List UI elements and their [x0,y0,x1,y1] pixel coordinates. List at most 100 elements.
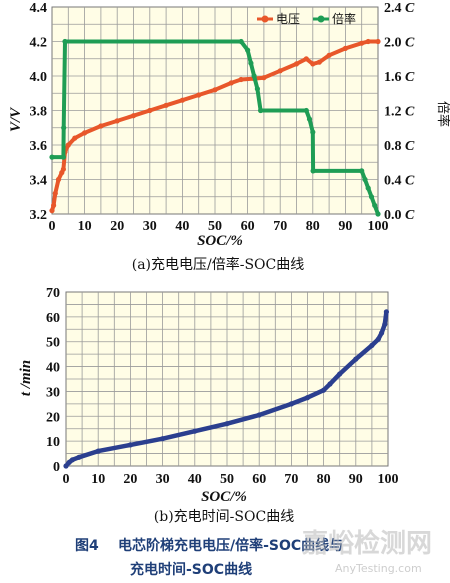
chart-b-x-tick-label: 40 [188,472,202,487]
chart-a-y-tick-label-left: 3.6 [30,139,48,154]
chart-b-y-tick-label: 70 [46,286,60,301]
chart-a-y-tick-label-right: 0.8 C [384,139,415,154]
chart-a-y-tick-label-left: 3.4 [30,174,48,189]
chart-a-point-voltage [52,190,58,196]
chart-b-x-tick-label: 80 [317,472,331,487]
chart-a-point-voltage [375,38,381,45]
chart-a-legend-label: 倍率 [332,11,356,26]
chart-a-point-voltage [114,118,120,124]
chart-b-x-label: SOC/% [201,489,247,505]
chart-a-y-tick-label-right: 0.0 C [384,208,415,223]
chart-b-y-tick-label: 50 [46,336,60,351]
chart-b-point-time [127,442,133,448]
chart-b-point-time [256,412,262,418]
chart-a-point-rate [365,185,371,191]
chart-b-x-tick-label: 10 [91,472,105,487]
chart-b-x-tick-label: 20 [123,472,137,487]
chart-b: 0 10 20 30 40 50 60 70 80 90 100 0 10 20 30 40 50 60 70 t … [18,286,399,525]
chart-a-point-voltage [130,113,137,119]
chart-a-point-voltage [72,135,78,141]
chart-a-point-voltage [228,80,234,86]
chart-a-y-tick-label-left: 4.0 [30,70,48,85]
chart-a-y-label-right: 倍率 [435,101,450,127]
chart-a-x-tick-label: 0 [49,219,56,234]
chart-a-point-rate [359,168,365,174]
chart-a-point-voltage [238,76,244,83]
chart-a-point-rate [368,194,375,200]
figure-caption: 图4 电芯阶梯充电电压/倍率-SOC曲线与 充电时间-SOC曲线 [75,537,343,578]
chart-a-point-voltage [365,38,371,45]
chart-a-legend-marker [317,15,325,23]
chart-a-y-tick-label-right: 1.6 C [384,70,415,85]
chart-a-x-label: SOC/% [197,233,243,249]
chart-a-x-tick-label: 40 [175,219,189,234]
chart-b-x-tick-label: 30 [156,472,170,487]
chart-a-point-voltage [310,61,316,67]
chart-a-x-tick-label: 20 [110,219,124,234]
chart-b-point-time [353,356,359,362]
chart-a-point-rate [61,125,67,131]
chart-a-point-rate [238,38,244,45]
chart-a-y-tick-label-left: 3.2 [30,208,48,223]
chart-b-point-time [304,395,311,401]
chart-a-y-tick-label-right: 2.4 C [384,1,415,16]
chart-a-point-rate [310,168,316,174]
chart-a-point-rate [62,38,68,45]
chart-a-point-rate [303,107,309,114]
chart-a-point-rate [362,176,368,183]
figure-title-line-2: 充电时间-SOC曲线 [130,561,252,578]
figure-title-line-1: 电芯阶梯充电电压/倍率-SOC曲线与 [118,537,343,554]
chart-a-point-voltage [212,87,218,93]
chart-b-ticks: 0 10 20 30 40 50 60 70 80 90 100 0 10 20 30 40 50 60 70 [46,286,399,487]
watermark: 嘉峪检测网 AnyTesting.com [302,528,432,575]
chart-a-point-voltage [147,107,153,114]
chart-a-y-tick-label-right: 0.4 C [384,174,415,189]
chart-b-series [63,309,389,469]
chart-b-point-time [69,457,75,463]
chart-b-x-tick-label: 90 [349,472,363,487]
chart-b-x-tick-label: 100 [378,472,399,487]
chart-a-point-rate [254,86,260,92]
chart-a-x-tick-label: 60 [241,219,255,234]
chart-a-x-tick-label: 80 [306,219,320,234]
watermark-url: AnyTesting.com [335,562,422,575]
chart-a-point-voltage [65,142,71,148]
chart-a-point-voltage [163,102,169,108]
chart-a-point-voltage [179,97,185,103]
chart-a-grid [52,7,378,214]
chart-b-point-time [382,321,388,327]
chart-a-point-rate [306,116,313,122]
chart-a-point-voltage [49,208,55,214]
chart-a-point-rate [375,211,381,217]
chart-a-point-voltage [196,92,202,98]
chart-a-point-voltage [303,56,309,62]
chart-a-legend-marker [261,15,269,23]
chart-b-x-tick-label: 60 [252,472,266,487]
chart-a-ticks: 0 10 20 30 40 50 60 70 80 90 100 3.2 3.4 3.6 3.8 4.0 4.2… [30,1,416,234]
chart-a-legend-label: 电压 [276,12,300,26]
chart-a-point-voltage [316,59,322,65]
chart-b-point-time [379,330,385,336]
chart-a-point-rate [60,154,66,160]
chart-a-point-rate [251,73,257,79]
chart-a-caption: (a)充电电压/倍率-SOC曲线 [132,256,305,273]
chart-b-point-time [192,428,198,434]
chart-a-point-voltage [293,61,300,67]
chart-b-point-time [383,309,389,315]
chart-a-point-rate [49,154,55,160]
chart-a-point-voltage [60,166,66,172]
chart-b-point-time [288,401,294,407]
chart-a-y-tick-label-right: 2.0 C [384,36,415,51]
chart-a-x-tick-label: 90 [338,219,352,234]
chart-a-point-rate [258,107,264,114]
chart-a-y-tick-label-right: 1.2 C [384,105,415,120]
chart-b-point-time [63,463,69,469]
chart-a-y-tick-label-left: 4.2 [30,36,48,51]
chart-b-point-time [76,454,82,460]
chart-b-caption: (b)充电时间-SOC曲线 [154,509,294,525]
chart-b-grid [66,292,388,466]
chart-b-point-time [327,381,333,387]
chart-a-point-voltage [51,202,57,208]
chart-b-point-time [369,342,375,348]
